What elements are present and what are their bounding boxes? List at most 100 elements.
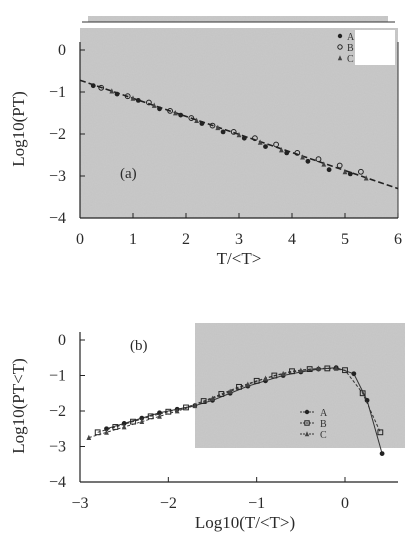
x-tick-label: 3	[235, 231, 243, 248]
data-point	[194, 117, 199, 123]
data-point	[342, 367, 348, 374]
x-tick-label: 0	[341, 495, 349, 512]
data-point	[109, 88, 115, 94]
data-point	[135, 98, 141, 103]
data-point	[379, 451, 385, 456]
x-tick-label: −1	[248, 495, 265, 512]
data-point	[215, 124, 221, 131]
data-point	[358, 168, 364, 175]
data-point	[284, 150, 290, 156]
panel-label: (b)	[130, 338, 148, 354]
legend-label: B	[320, 419, 327, 430]
x-tick-label: 2	[182, 231, 190, 248]
data-point	[326, 167, 332, 173]
data-point	[178, 112, 184, 118]
y-axis-label: Log10(PT)	[9, 91, 28, 167]
data-point	[121, 424, 127, 430]
series-A	[90, 83, 353, 177]
data-point	[188, 115, 195, 121]
chart-panel-b: 0 −1 −2 −3 −4 −3 −2 −1 0 Log10(T/<T>) Log10(PT<T) (…	[9, 332, 398, 532]
data-point	[94, 429, 101, 436]
x-tick-label: −3	[71, 495, 88, 512]
y-tick-label: 0	[58, 42, 66, 59]
data-point	[304, 420, 310, 426]
data-point	[359, 390, 366, 397]
data-point	[241, 135, 247, 141]
background-patches	[80, 16, 405, 448]
data-point	[173, 110, 178, 116]
data-point	[139, 418, 145, 425]
data-point	[298, 367, 304, 373]
y-tick-label: −1	[49, 84, 66, 101]
data-point	[304, 409, 310, 415]
data-point	[139, 415, 145, 421]
data-point	[220, 129, 226, 135]
data-point	[147, 413, 154, 420]
y-tick-label: −2	[49, 403, 66, 420]
data-point	[280, 370, 286, 377]
data-point	[124, 93, 131, 100]
data-point	[236, 131, 242, 138]
data-point	[306, 366, 313, 373]
data-point	[304, 431, 310, 437]
x-axis-label: Log10(T/<T>)	[195, 513, 295, 532]
data-point	[347, 171, 353, 177]
data-point	[279, 147, 284, 153]
data-point	[315, 156, 322, 163]
x-tick-label: −2	[160, 495, 177, 512]
data-point	[104, 429, 109, 435]
data-point	[90, 83, 96, 89]
data-point	[192, 402, 198, 409]
data-point	[337, 33, 343, 39]
data-point	[174, 408, 180, 414]
x-tick-label: 4	[288, 231, 296, 248]
data-point	[271, 372, 278, 379]
legend-label: B	[347, 43, 354, 54]
data-point	[377, 429, 384, 436]
chart-panel-a: 0 −1 −2 −3 −4 0 1 2 3 4 5 6 T/<T> Log10(PT) (a) ABC	[9, 32, 402, 268]
data-point	[263, 375, 268, 381]
y-tick-label: −3	[49, 168, 66, 185]
data-point	[253, 377, 260, 384]
data-point	[199, 121, 205, 126]
data-point	[245, 381, 251, 387]
gray-panel-patch	[88, 16, 388, 22]
data-point	[114, 91, 120, 97]
legend-label: C	[347, 54, 354, 65]
y-tick-label: −4	[49, 474, 66, 491]
data-point	[300, 154, 305, 160]
series-B	[98, 84, 364, 175]
series-C	[109, 88, 369, 181]
data-point	[333, 365, 339, 371]
white-patch	[355, 30, 395, 65]
charts-layer: 0−1−2−3−40 1 2 3 4 5 6T/<T>Log10(PT)(a)ABC0−1−…	[9, 32, 402, 532]
legend-label: C	[320, 430, 327, 441]
data-point	[351, 371, 357, 377]
data-point	[337, 55, 343, 61]
data-point	[263, 144, 268, 150]
y-tick-label: −4	[49, 210, 66, 227]
data-point	[294, 150, 301, 156]
series-line	[88, 367, 337, 439]
x-tick-label: 0	[76, 231, 84, 248]
data-point	[86, 434, 92, 441]
y-tick-label: −1	[49, 368, 66, 385]
x-tick-label: 6	[394, 231, 402, 248]
data-point	[305, 158, 311, 164]
data-point	[157, 413, 162, 419]
y-tick-label: −3	[49, 439, 66, 456]
data-point	[230, 129, 237, 135]
y-axis-label: Log10(PT<T)	[9, 358, 28, 454]
y-tick-label: 0	[58, 332, 66, 349]
data-point	[209, 122, 216, 129]
data-point	[183, 404, 189, 411]
data-point	[273, 141, 280, 148]
data-point	[227, 388, 233, 394]
series-C	[86, 365, 339, 441]
x-tick-label: 1	[129, 231, 137, 248]
series-line	[97, 367, 381, 433]
x-axis-label: T/<T>	[217, 249, 262, 268]
legend-label: A	[320, 408, 328, 419]
data-point	[336, 162, 343, 169]
